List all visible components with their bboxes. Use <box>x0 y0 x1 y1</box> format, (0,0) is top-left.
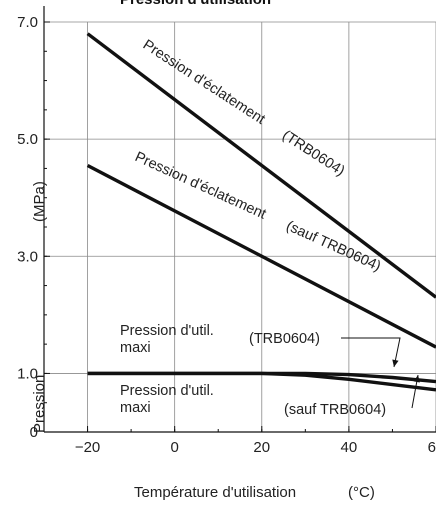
leader-arrow-trb <box>392 359 399 367</box>
series-line-2 <box>86 163 436 349</box>
leader-arrow-sauf <box>413 375 420 383</box>
x-tick-label: 20 <box>253 439 270 456</box>
x-tick-label: −20 <box>75 439 100 456</box>
x-tick-label: 40 <box>341 439 358 456</box>
annotation-util-lower-line2: maxi <box>120 400 151 416</box>
chart-title: Pression d'utilisation <box>120 0 271 8</box>
y-axis-title: Pression <box>31 375 48 433</box>
annotation-util-upper-line1: Pression d'util. <box>120 323 214 339</box>
annotation-burst-trb-sub: (TRB0604) <box>279 127 347 179</box>
tick-labels: −20 0 20 40 60 0 1.0 3.0 5.0 7.0 <box>17 14 436 456</box>
series-line-1 <box>86 32 436 299</box>
y-tick-label: 1.0 <box>17 365 38 382</box>
annotation-sauf-label: (sauf TRB0604) <box>284 402 386 418</box>
leader-lines <box>341 337 420 409</box>
annotation-util-lower-line1: Pression d'util. <box>120 383 214 399</box>
y-axis-unit: (MPa) <box>31 181 48 222</box>
x-tick-label: 0 <box>170 439 178 456</box>
grid <box>44 21 436 432</box>
y-tick-label: 3.0 <box>17 248 38 265</box>
annotation-burst-trb-main: Pression d'éclatement <box>140 37 268 128</box>
y-tick-label: 0 <box>30 424 38 441</box>
x-axis-title: Température d'utilisation <box>134 484 296 501</box>
y-tick-label: 7.0 <box>17 14 38 31</box>
y-tick-label: 5.0 <box>17 131 38 148</box>
annotation-burst-trb: Pression d'éclatement (TRB0604) <box>140 37 348 180</box>
x-axis-unit: (°C) <box>348 484 375 501</box>
x-tick-label: 60 <box>428 439 436 456</box>
annotation-trb-label: (TRB0604) <box>249 331 320 347</box>
series-line-4 <box>87 371 436 392</box>
annotation-util-upper-line2: maxi <box>120 340 151 356</box>
series <box>86 32 436 392</box>
leader-line-trb <box>341 337 401 368</box>
annotation-burst-sauf-main: Pression d'éclatement <box>132 149 268 223</box>
axes <box>43 6 436 433</box>
